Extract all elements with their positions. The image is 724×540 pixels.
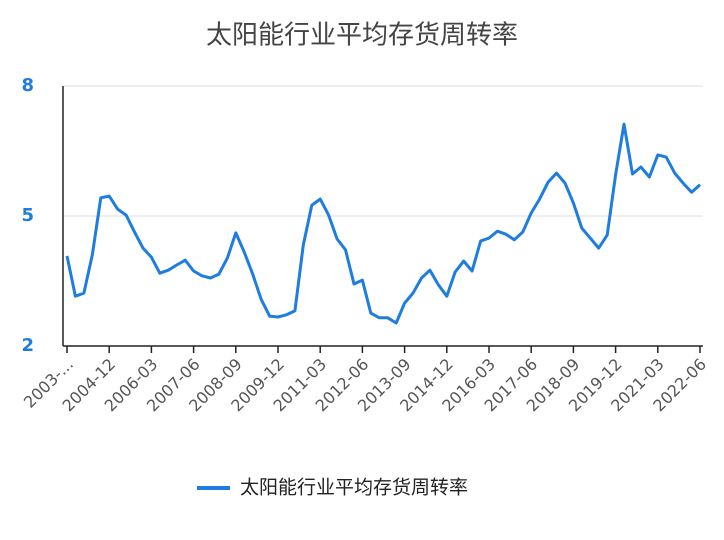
y-tick-label: 8 [21,75,34,96]
legend-label: 太阳能行业平均存货周转率 [240,477,468,499]
y-tick-label: 5 [21,205,34,226]
y-tick-label: 2 [21,335,34,356]
line [65,122,701,325]
chart-title: 太阳能行业平均存货周转率 [206,21,518,51]
